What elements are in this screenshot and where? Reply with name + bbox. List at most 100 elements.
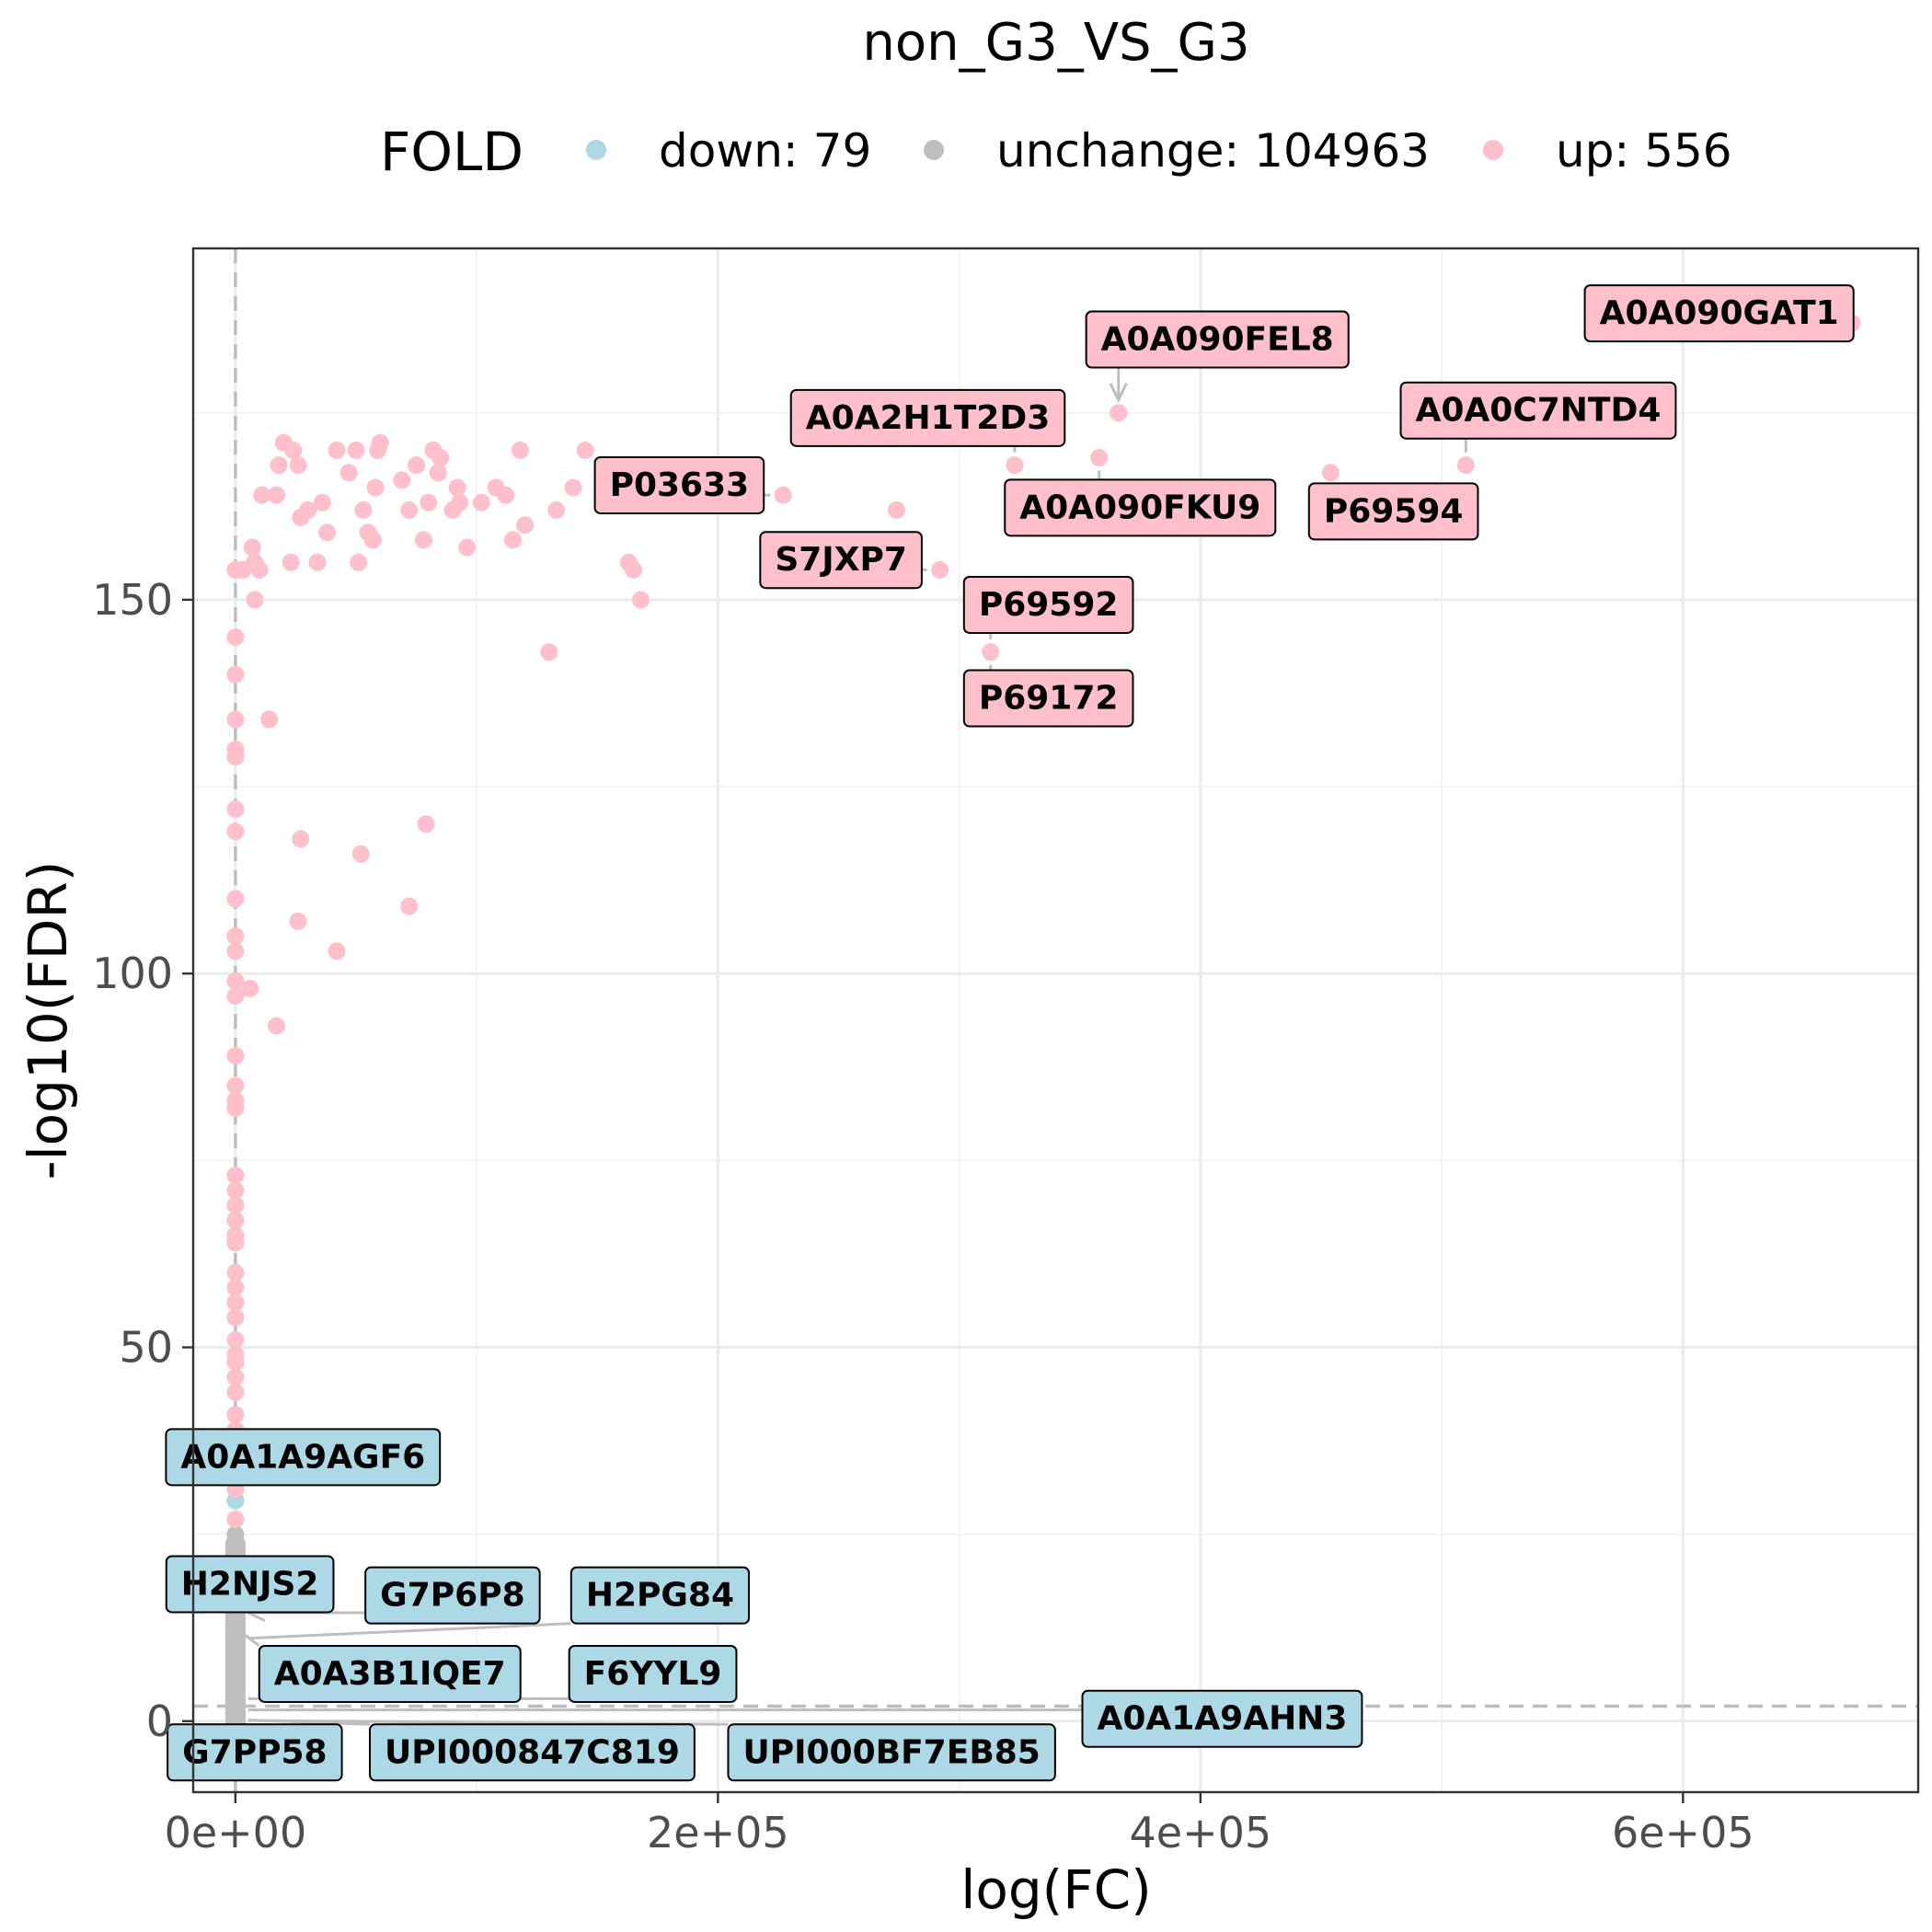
point-label-box [258, 1644, 522, 1703]
point-up [308, 553, 327, 571]
point-up [417, 815, 435, 834]
point-up [226, 1308, 245, 1327]
point-up [246, 591, 264, 609]
point-label-text: S7JXP7 [775, 541, 907, 579]
point-up [931, 560, 949, 579]
point-up [351, 845, 370, 863]
x-axis-title: log(FC) [960, 1858, 1152, 1921]
point-up [226, 799, 245, 818]
point-up [443, 500, 462, 519]
point-up [260, 710, 279, 729]
point-up [226, 710, 245, 729]
point-up [226, 1047, 245, 1065]
point-up [226, 1279, 245, 1297]
label-connector [245, 1634, 260, 1648]
point-label-box [364, 1566, 541, 1625]
point-up [226, 1406, 245, 1424]
point-up [354, 500, 373, 519]
point-up [631, 591, 650, 609]
point-up [564, 478, 582, 497]
point-up [408, 456, 426, 475]
point-label-text: P03633 [610, 466, 750, 504]
point-up [226, 1263, 245, 1282]
point-up [328, 942, 346, 960]
point-up [226, 1330, 245, 1349]
point-up [270, 456, 288, 475]
point-up [420, 493, 438, 512]
x-axis-ticks: 0e+00 2e+05 4e+05 6e+05 [165, 1792, 1754, 1857]
x-tick-label: 6e+05 [1612, 1808, 1754, 1857]
point-up [226, 927, 245, 946]
y-axis-ticks: 0 50 100 150 [92, 575, 193, 1746]
point-label-box [1081, 1689, 1363, 1748]
point-up [226, 1181, 245, 1200]
point-up [625, 560, 643, 579]
point-up [393, 471, 411, 489]
point-label-text: A0A2H1T2D3 [806, 399, 1051, 437]
point-up [226, 942, 245, 960]
point-up [487, 478, 505, 497]
point-label-box [569, 1566, 751, 1625]
point-up [226, 628, 245, 647]
point-up [1321, 464, 1340, 482]
point-up [400, 897, 419, 915]
point-up [274, 433, 293, 452]
point-label-box [369, 1723, 696, 1782]
point-up [1456, 456, 1475, 475]
point-label-text: P69592 [979, 586, 1119, 624]
point-up [226, 665, 245, 684]
point-up [282, 553, 300, 571]
gridlines [193, 248, 1918, 1792]
point-up [226, 1196, 245, 1214]
point-up [226, 822, 245, 841]
point-label-text: A0A090FEL8 [1101, 321, 1334, 359]
x-tick-label: 0e+00 [165, 1808, 307, 1857]
point-up [1110, 404, 1128, 422]
data-points [224, 314, 1861, 1731]
point-label-box [1399, 381, 1677, 440]
point-label-text: G7P6P8 [380, 1577, 524, 1615]
point-up [516, 516, 535, 535]
legend-title: FOLD [380, 121, 523, 183]
point-up [267, 1017, 285, 1035]
point-label-box [727, 1723, 1056, 1782]
point-up [226, 748, 245, 766]
point-up [576, 441, 594, 459]
label-connector [247, 1622, 571, 1640]
x-tick-label: 4e+05 [1130, 1808, 1272, 1857]
point-up [429, 464, 447, 482]
point-up [289, 456, 307, 475]
point-up [226, 1510, 245, 1528]
legend-key-up [1483, 140, 1503, 160]
point-up [267, 486, 285, 504]
point-up [292, 830, 310, 848]
point-label-text: H2PG84 [586, 1577, 734, 1615]
point-up [472, 493, 490, 512]
legend: FOLD down: 79 unchange: 104963 up: 556 [380, 121, 1732, 183]
reference-lines [193, 248, 1918, 1792]
point-up [414, 531, 432, 549]
point-up [400, 500, 419, 519]
point-label-text: A0A3B1IQE7 [274, 1655, 506, 1693]
point-label-box [165, 1555, 335, 1614]
point-up [226, 1098, 245, 1117]
point-up [458, 538, 477, 557]
y-tick-label: 50 [119, 1323, 173, 1373]
point-up [318, 523, 337, 542]
legend-label-down: down: 79 [659, 124, 871, 178]
point-label-text: G7PP58 [182, 1733, 327, 1771]
point-up [226, 1076, 245, 1095]
x-tick-label: 2e+05 [647, 1808, 789, 1857]
point-up [226, 1368, 245, 1386]
legend-key-down [586, 140, 606, 160]
point-label-box [962, 575, 1134, 634]
point-label-text: UPI000BF7EB85 [742, 1733, 1040, 1771]
label-connector-arrowhead [1109, 383, 1128, 404]
point-up [359, 523, 377, 542]
point-up [511, 441, 529, 459]
point-up [774, 486, 792, 504]
y-tick-label: 150 [92, 575, 173, 625]
point-up [547, 500, 566, 519]
point-up [253, 486, 271, 504]
